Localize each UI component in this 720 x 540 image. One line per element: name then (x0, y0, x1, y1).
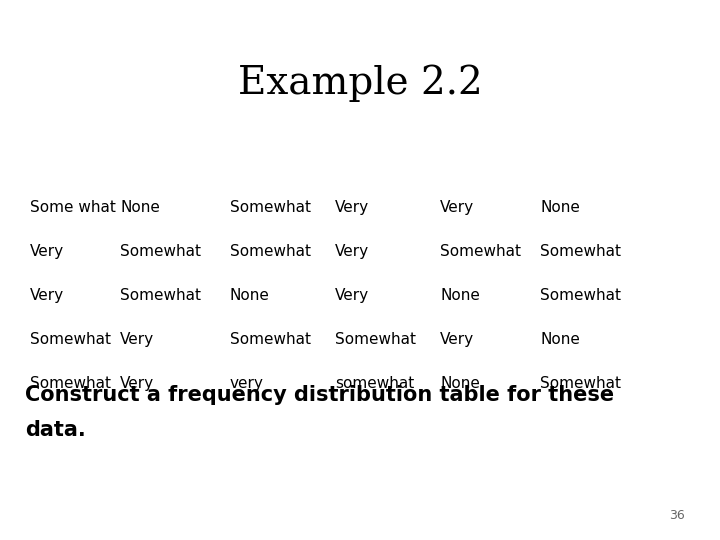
Text: Very: Very (30, 244, 64, 259)
Text: Very: Very (120, 376, 154, 391)
Text: Very: Very (30, 288, 64, 303)
Text: Some what: Some what (30, 200, 116, 215)
Text: Very: Very (440, 332, 474, 347)
Text: Very: Very (335, 200, 369, 215)
Text: Somewhat: Somewhat (540, 376, 621, 391)
Text: somewhat: somewhat (335, 376, 414, 391)
Text: Somewhat: Somewhat (120, 244, 201, 259)
Text: Somewhat: Somewhat (335, 332, 416, 347)
Text: Somewhat: Somewhat (120, 288, 201, 303)
Text: Somewhat: Somewhat (540, 244, 621, 259)
Text: Somewhat: Somewhat (440, 244, 521, 259)
Text: Somewhat: Somewhat (30, 376, 111, 391)
Text: 36: 36 (670, 509, 685, 522)
Text: Very: Very (335, 244, 369, 259)
Text: Example 2.2: Example 2.2 (238, 65, 482, 103)
Text: Very: Very (120, 332, 154, 347)
Text: None: None (440, 376, 480, 391)
Text: None: None (540, 200, 580, 215)
Text: Somewhat: Somewhat (230, 200, 311, 215)
Text: None: None (540, 332, 580, 347)
Text: very: very (230, 376, 264, 391)
Text: Somewhat: Somewhat (230, 244, 311, 259)
Text: Construct a frequency distribution table for these: Construct a frequency distribution table… (25, 385, 614, 405)
Text: data.: data. (25, 420, 86, 440)
Text: Very: Very (440, 200, 474, 215)
Text: Somewhat: Somewhat (540, 288, 621, 303)
Text: Somewhat: Somewhat (30, 332, 111, 347)
Text: None: None (230, 288, 270, 303)
Text: None: None (120, 200, 160, 215)
Text: None: None (440, 288, 480, 303)
Text: Very: Very (335, 288, 369, 303)
Text: Somewhat: Somewhat (230, 332, 311, 347)
